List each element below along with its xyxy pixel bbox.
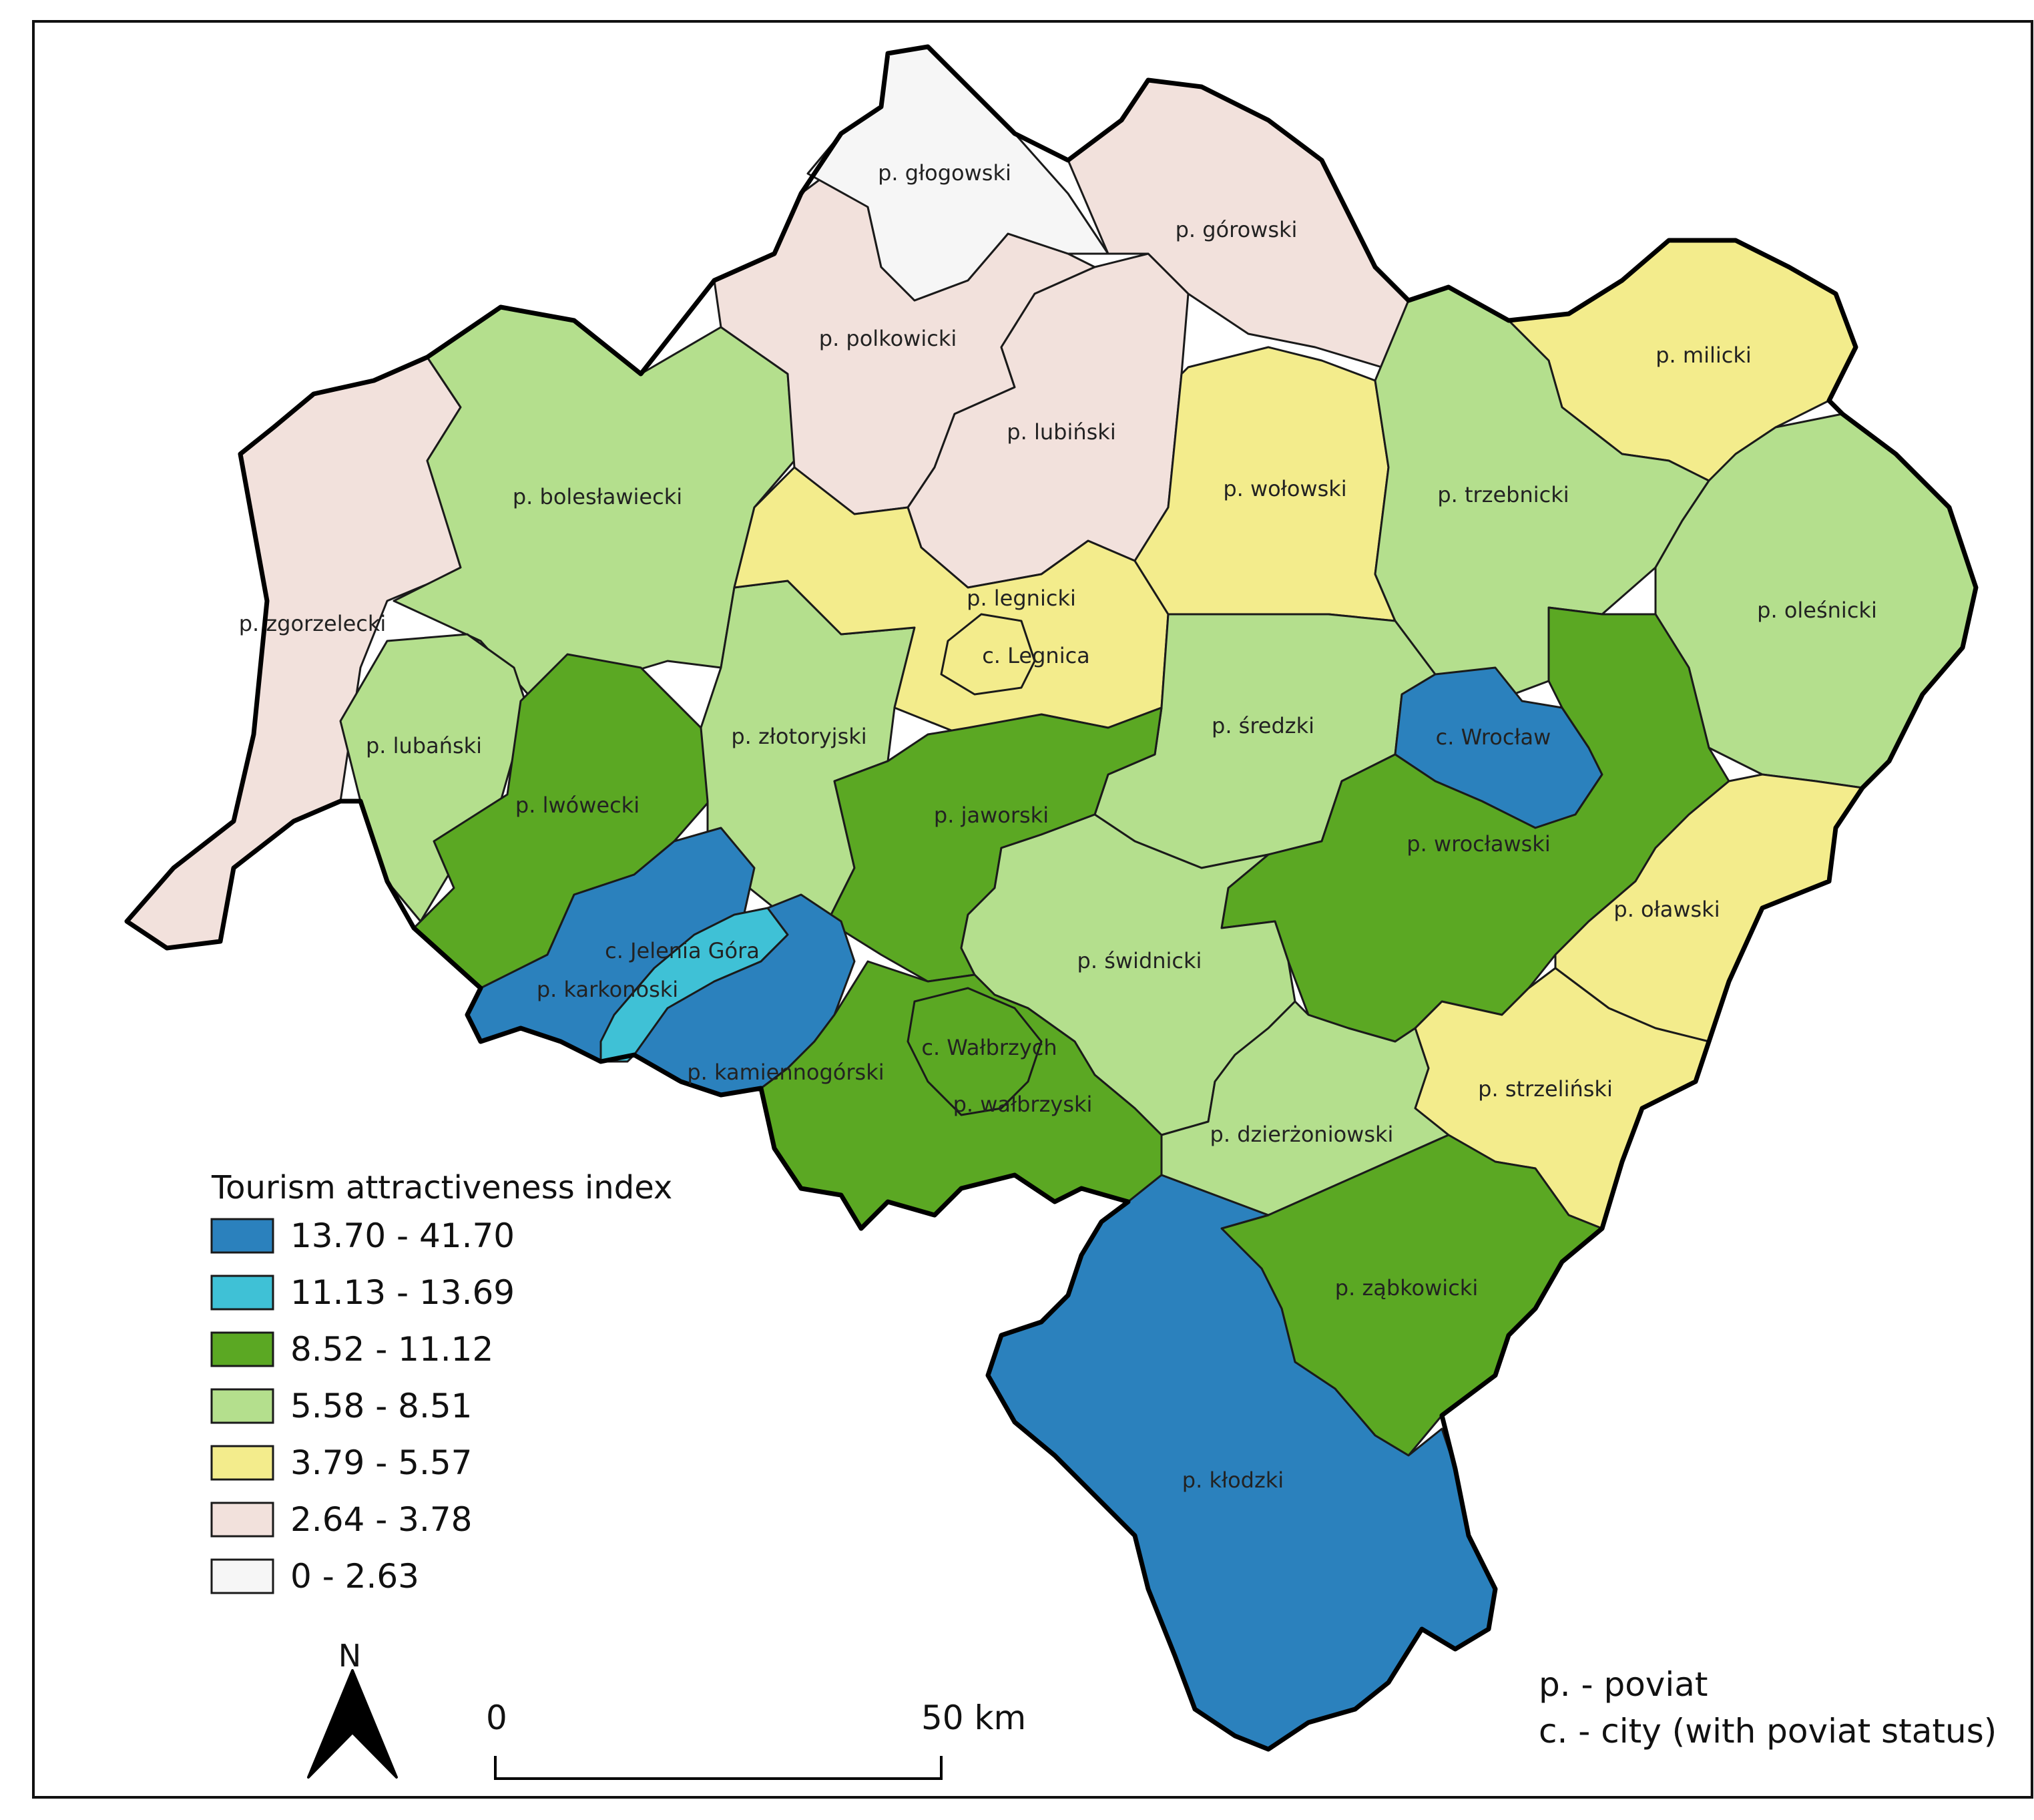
note-poviat: p. - poviat	[1539, 1665, 1708, 1704]
region-label: p. oławski	[1613, 897, 1720, 922]
region-label: p. bolesławiecki	[513, 484, 682, 509]
north-arrow-icon: N	[307, 1638, 398, 1779]
region-label: p. wałbrzyski	[953, 1092, 1093, 1117]
region-label: p. milicki	[1656, 343, 1752, 368]
region-label: p. strzeliński	[1478, 1076, 1613, 1102]
region-legnica[interactable]	[940, 613, 1036, 696]
legend-label: 13.70 - 41.70	[290, 1216, 515, 1255]
region-label: p. legnicki	[967, 586, 1076, 611]
legend-label: 2.64 - 3.78	[290, 1500, 473, 1539]
legend-swatch	[210, 1218, 274, 1254]
legend: Tourism attractiveness index 13.70 - 41.…	[210, 1169, 672, 1596]
abbreviation-notes: p. - poviat c. - city (with poviat statu…	[1539, 1665, 1997, 1751]
legend-label: 0 - 2.63	[290, 1557, 419, 1596]
legend-label: 8.52 - 11.12	[290, 1330, 493, 1369]
region-label: p. lubiński	[1007, 419, 1115, 445]
region-label: c. Wrocław	[1436, 724, 1551, 750]
region-label: p. świdnicki	[1077, 948, 1202, 973]
legend-swatch	[210, 1445, 274, 1481]
region-label: c. Jelenia Góra	[605, 938, 760, 963]
scale-bar: 0 50 km	[486, 1698, 1026, 1780]
region-label: p. kamiennogórski	[687, 1060, 884, 1085]
region-label: p. lubański	[366, 733, 482, 758]
regions-layer	[124, 44, 1979, 1752]
region-label: p. jaworski	[934, 803, 1049, 828]
region-label: p. ząbkowicki	[1335, 1275, 1478, 1301]
legend-title: Tourism attractiveness index	[211, 1169, 672, 1206]
region-label: p. polkowicki	[819, 326, 957, 351]
region-label: p. złotoryjski	[731, 724, 866, 749]
region-walbrzych[interactable]	[907, 987, 1043, 1116]
scale-end-label: 50 km	[921, 1698, 1026, 1737]
legend-label: 3.79 - 5.57	[290, 1443, 473, 1482]
legend-label: 11.13 - 13.69	[290, 1273, 515, 1312]
region-label: p. wrocławski	[1407, 831, 1550, 857]
legend-swatch	[210, 1558, 274, 1594]
region-labels: p. głogowski p. górowski p. polkowicki p…	[239, 160, 1877, 1493]
legend-swatch	[210, 1331, 274, 1367]
region-label: c. Legnica	[982, 643, 1090, 668]
region-label: p. zgorzelecki	[239, 611, 387, 636]
region-label: p. trzebnicki	[1437, 482, 1569, 507]
region-label: c. Wałbrzych	[921, 1035, 1057, 1060]
region-label: p. górowski	[1176, 217, 1298, 242]
province-boundary	[124, 44, 1979, 1752]
region-label: p. oleśnicki	[1757, 598, 1877, 623]
north-label: N	[338, 1638, 361, 1674]
region-label: p. głogowski	[878, 160, 1011, 186]
legend-swatch	[210, 1388, 274, 1424]
region-label: p. kłodzki	[1182, 1467, 1284, 1493]
region-label: p. karkonoski	[537, 977, 678, 1002]
scale-start-label: 0	[486, 1698, 507, 1737]
legend-label: 5.58 - 8.51	[290, 1387, 473, 1425]
region-label: p. dzierżoniowski	[1210, 1122, 1394, 1147]
legend-swatch	[210, 1275, 274, 1311]
region-label: p. średzki	[1212, 713, 1314, 738]
legend-swatch	[210, 1502, 274, 1538]
note-city: c. - city (with poviat status)	[1539, 1712, 1997, 1751]
region-label: p. wołowski	[1223, 476, 1346, 501]
region-label: p. lwówecki	[515, 792, 640, 818]
